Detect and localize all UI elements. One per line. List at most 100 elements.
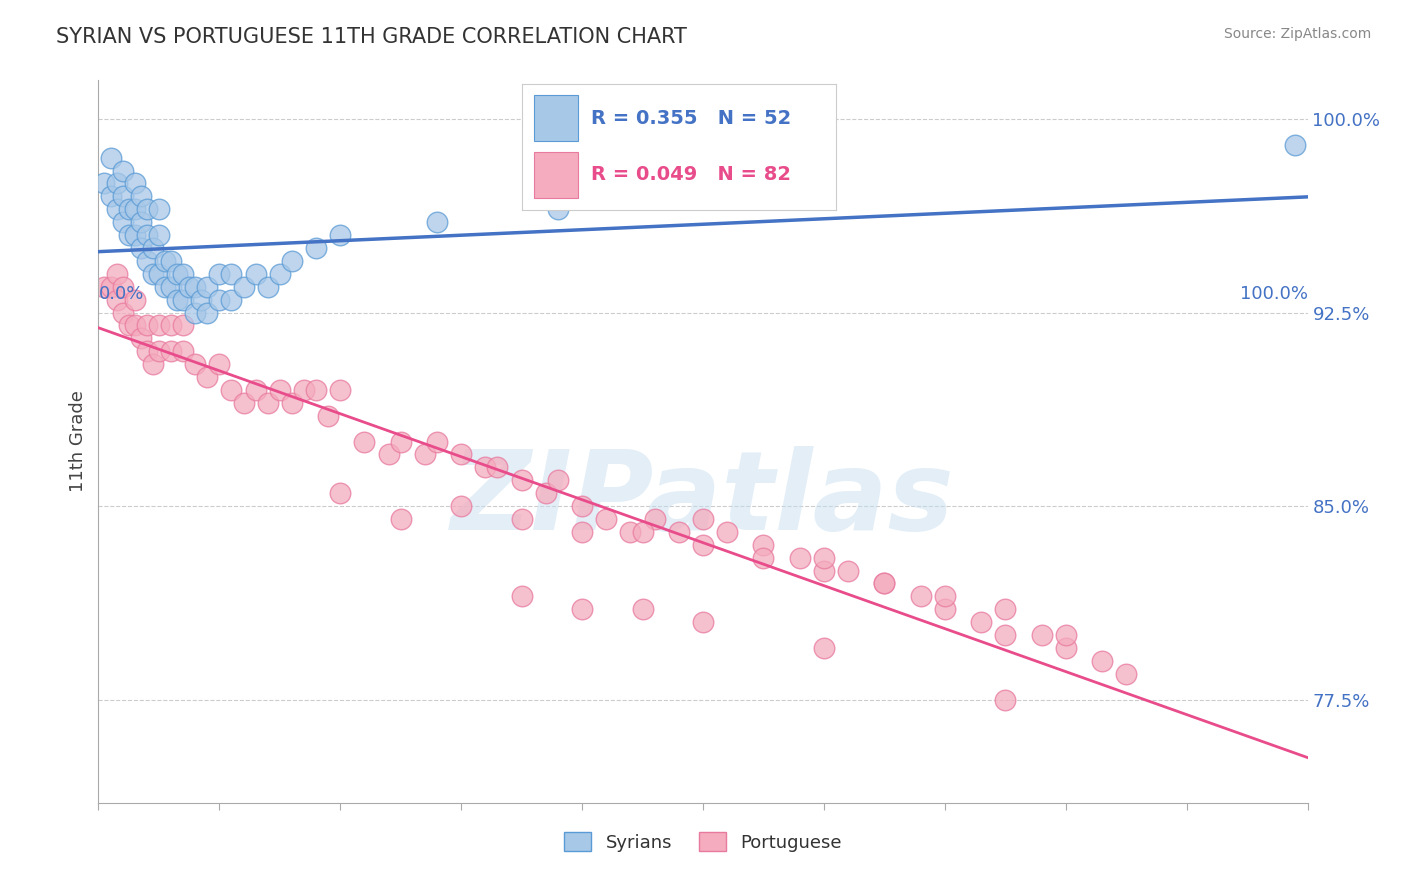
Point — [208, 267, 231, 281]
Point — [160, 318, 183, 333]
Point — [571, 602, 593, 616]
Point — [1091, 654, 1114, 668]
Point — [377, 447, 399, 461]
Point — [105, 267, 128, 281]
Point — [142, 357, 165, 371]
Point — [752, 538, 775, 552]
Point — [934, 590, 956, 604]
Point — [135, 344, 157, 359]
Point — [281, 253, 304, 268]
Point — [305, 241, 328, 255]
Point — [426, 215, 449, 229]
Point — [111, 163, 134, 178]
Point — [160, 344, 183, 359]
Point — [111, 189, 134, 203]
Point — [124, 318, 146, 333]
Point — [631, 524, 654, 539]
Point — [873, 576, 896, 591]
Point — [668, 524, 690, 539]
Point — [111, 279, 134, 293]
Point — [547, 202, 569, 217]
Point — [118, 228, 141, 243]
Point — [813, 564, 835, 578]
Point — [179, 279, 201, 293]
Text: SYRIAN VS PORTUGUESE 11TH GRADE CORRELATION CHART: SYRIAN VS PORTUGUESE 11TH GRADE CORRELAT… — [56, 27, 688, 46]
Point — [100, 279, 122, 293]
Point — [619, 524, 641, 539]
Point — [413, 447, 436, 461]
Point — [148, 344, 170, 359]
Point — [692, 538, 714, 552]
Point — [934, 602, 956, 616]
Point — [813, 550, 835, 565]
Point — [100, 151, 122, 165]
Point — [281, 396, 304, 410]
Point — [534, 486, 557, 500]
Point — [450, 499, 472, 513]
Point — [910, 590, 932, 604]
Point — [994, 628, 1017, 642]
Point — [994, 692, 1017, 706]
Y-axis label: 11th Grade: 11th Grade — [69, 391, 87, 492]
Point — [172, 318, 194, 333]
Point — [510, 512, 533, 526]
Point — [124, 228, 146, 243]
Point — [692, 615, 714, 630]
Point — [129, 241, 152, 255]
Point — [221, 293, 243, 307]
Point — [752, 550, 775, 565]
Point — [305, 383, 328, 397]
Point — [1054, 640, 1077, 655]
Point — [329, 228, 352, 243]
Point — [172, 267, 194, 281]
Point — [510, 590, 533, 604]
Point — [105, 293, 128, 307]
Point — [166, 267, 188, 281]
Point — [329, 383, 352, 397]
Point — [245, 267, 267, 281]
Point — [148, 267, 170, 281]
Point — [1284, 137, 1306, 152]
Point — [124, 177, 146, 191]
Point — [474, 460, 496, 475]
Point — [269, 383, 291, 397]
Legend: Syrians, Portuguese: Syrians, Portuguese — [557, 825, 849, 859]
Point — [256, 279, 278, 293]
Point — [160, 279, 183, 293]
Point — [148, 318, 170, 333]
Text: 0.0%: 0.0% — [98, 285, 143, 302]
Point — [789, 550, 811, 565]
Point — [510, 473, 533, 487]
Point — [153, 279, 176, 293]
Point — [256, 396, 278, 410]
Point — [93, 279, 115, 293]
Point — [124, 202, 146, 217]
Point — [135, 253, 157, 268]
Point — [184, 357, 207, 371]
Point — [195, 370, 218, 384]
Point — [105, 202, 128, 217]
Point — [232, 279, 254, 293]
Text: 100.0%: 100.0% — [1240, 285, 1308, 302]
Point — [316, 409, 339, 423]
Point — [232, 396, 254, 410]
Point — [547, 473, 569, 487]
Point — [389, 512, 412, 526]
Point — [970, 615, 993, 630]
Point — [269, 267, 291, 281]
Point — [142, 267, 165, 281]
Point — [160, 253, 183, 268]
Point — [595, 512, 617, 526]
Point — [1031, 628, 1053, 642]
Point — [631, 602, 654, 616]
Point — [571, 499, 593, 513]
Point — [716, 524, 738, 539]
Point — [873, 576, 896, 591]
Point — [245, 383, 267, 397]
Point — [135, 202, 157, 217]
Point — [195, 279, 218, 293]
Point — [1115, 666, 1137, 681]
Point — [118, 318, 141, 333]
Point — [450, 447, 472, 461]
Point — [166, 293, 188, 307]
